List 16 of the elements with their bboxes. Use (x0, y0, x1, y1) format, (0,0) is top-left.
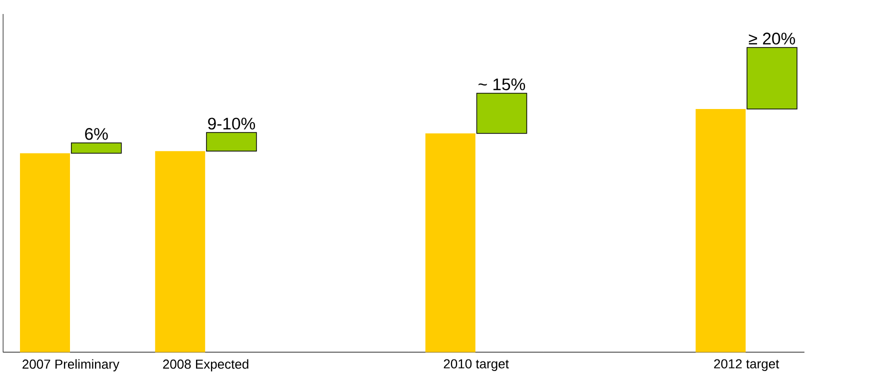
bar (425, 134, 476, 352)
bar (20, 153, 70, 352)
bar (70, 142, 122, 154)
bar (155, 151, 206, 352)
annotation: ≥ 20% (748, 32, 796, 45)
bar (746, 47, 798, 110)
x-tick-label: 2012 target (714, 359, 780, 372)
bar (696, 109, 746, 352)
x-tick-label: 2010 target (444, 359, 509, 372)
annotation: 6% (85, 128, 108, 140)
bar (206, 132, 257, 152)
annotation: ~ 15% (478, 78, 526, 90)
bar (476, 92, 528, 134)
x-tick-label: 2008 Expected (163, 359, 248, 372)
annotation: 9-10% (208, 118, 256, 130)
x-tick-label: 2007 Preliminary (22, 359, 120, 372)
